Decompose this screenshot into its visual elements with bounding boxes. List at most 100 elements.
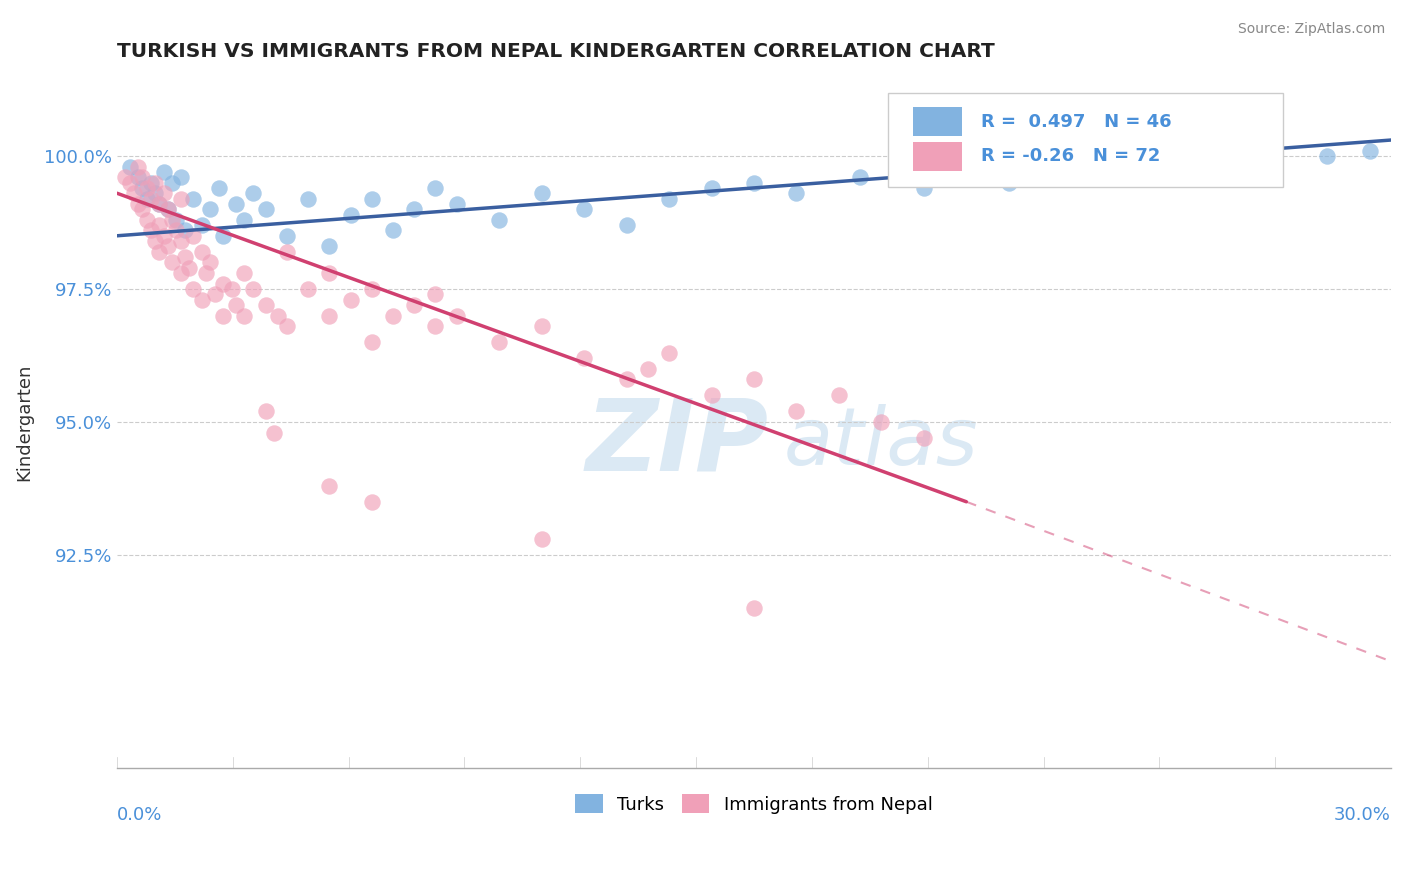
Point bbox=[263, 425, 285, 440]
Point bbox=[488, 335, 510, 350]
Point bbox=[118, 160, 141, 174]
Text: TURKISH VS IMMIGRANTS FROM NEPAL KINDERGARTEN CORRELATION CHART: TURKISH VS IMMIGRANTS FROM NEPAL KINDERG… bbox=[117, 42, 994, 61]
Point bbox=[1316, 149, 1339, 163]
Point bbox=[139, 223, 162, 237]
Point bbox=[360, 192, 382, 206]
Point bbox=[183, 228, 205, 243]
Point bbox=[174, 250, 197, 264]
Point bbox=[360, 335, 382, 350]
Point bbox=[912, 431, 935, 445]
Point bbox=[530, 319, 553, 334]
Point bbox=[254, 202, 277, 217]
Point bbox=[195, 266, 218, 280]
Point bbox=[139, 176, 162, 190]
Point bbox=[742, 176, 765, 190]
Point bbox=[267, 309, 290, 323]
Point bbox=[118, 176, 141, 190]
Point bbox=[318, 239, 340, 253]
Bar bbox=[914, 107, 962, 136]
Point bbox=[127, 197, 149, 211]
Bar bbox=[914, 142, 962, 171]
Point bbox=[156, 202, 179, 217]
Point bbox=[165, 212, 187, 227]
Point bbox=[131, 181, 153, 195]
Point bbox=[221, 282, 243, 296]
Point bbox=[658, 346, 681, 360]
Point bbox=[170, 266, 193, 280]
Point bbox=[425, 287, 447, 301]
Point bbox=[849, 170, 872, 185]
Point bbox=[143, 176, 166, 190]
Point bbox=[156, 202, 179, 217]
Point bbox=[616, 372, 638, 386]
Text: 0.0%: 0.0% bbox=[117, 805, 162, 823]
Point bbox=[785, 404, 807, 418]
Point bbox=[742, 601, 765, 615]
Point bbox=[870, 415, 893, 429]
Point bbox=[785, 186, 807, 201]
Point bbox=[156, 239, 179, 253]
Text: atlas: atlas bbox=[785, 404, 979, 482]
Point bbox=[143, 186, 166, 201]
Point bbox=[212, 228, 235, 243]
Text: 30.0%: 30.0% bbox=[1334, 805, 1391, 823]
Point bbox=[183, 282, 205, 296]
Point bbox=[200, 255, 222, 269]
Point bbox=[127, 160, 149, 174]
Point bbox=[297, 282, 319, 296]
Text: R = -0.26   N = 72: R = -0.26 N = 72 bbox=[981, 147, 1160, 165]
Point bbox=[404, 298, 426, 312]
Point bbox=[318, 309, 340, 323]
Point bbox=[204, 287, 226, 301]
Point bbox=[200, 202, 222, 217]
Point bbox=[183, 192, 205, 206]
Point bbox=[212, 277, 235, 291]
Point bbox=[170, 234, 193, 248]
Point bbox=[1358, 144, 1381, 158]
Point bbox=[148, 218, 170, 232]
Point bbox=[637, 361, 659, 376]
Point bbox=[135, 181, 157, 195]
Point bbox=[616, 218, 638, 232]
Point bbox=[446, 197, 468, 211]
Point bbox=[191, 244, 214, 259]
Point bbox=[174, 223, 197, 237]
Point bbox=[658, 192, 681, 206]
Point bbox=[122, 186, 145, 201]
Point bbox=[276, 228, 298, 243]
Point bbox=[135, 212, 157, 227]
Point bbox=[1211, 165, 1233, 179]
Point bbox=[572, 351, 595, 365]
Point bbox=[225, 298, 247, 312]
Point bbox=[160, 176, 183, 190]
Point bbox=[131, 170, 153, 185]
Point bbox=[339, 207, 361, 221]
Point bbox=[382, 309, 405, 323]
Point bbox=[148, 197, 170, 211]
Point bbox=[242, 186, 264, 201]
Point bbox=[152, 165, 174, 179]
Point bbox=[382, 223, 405, 237]
Point bbox=[242, 282, 264, 296]
Point bbox=[233, 309, 256, 323]
Point bbox=[160, 212, 183, 227]
Point bbox=[148, 244, 170, 259]
Legend: Turks, Immigrants from Nepal: Turks, Immigrants from Nepal bbox=[568, 787, 939, 821]
Point bbox=[530, 532, 553, 546]
Point bbox=[446, 309, 468, 323]
Point bbox=[148, 197, 170, 211]
Point bbox=[742, 372, 765, 386]
Point bbox=[828, 388, 851, 402]
Point bbox=[700, 388, 723, 402]
Point bbox=[152, 186, 174, 201]
Point bbox=[912, 181, 935, 195]
Point bbox=[233, 266, 256, 280]
Point bbox=[131, 202, 153, 217]
FancyBboxPatch shape bbox=[887, 94, 1282, 186]
Point bbox=[114, 170, 136, 185]
Point bbox=[318, 266, 340, 280]
Point bbox=[425, 181, 447, 195]
Point bbox=[318, 479, 340, 493]
Point bbox=[276, 244, 298, 259]
Point bbox=[297, 192, 319, 206]
